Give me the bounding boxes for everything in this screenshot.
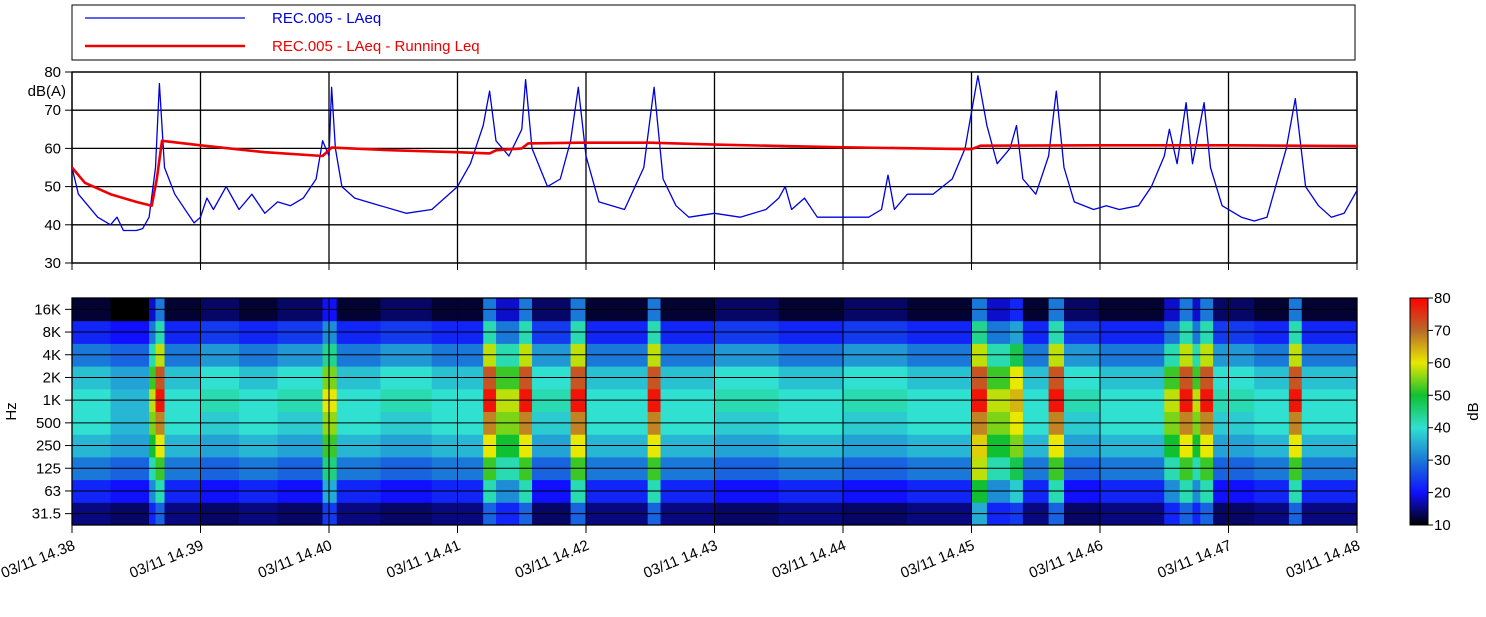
y-tick-label: 500: [36, 415, 61, 432]
colorbar-label: dB: [1465, 402, 1482, 420]
colorbar-tick-label: 60: [1434, 355, 1451, 372]
y-tick-label: 60: [44, 140, 61, 157]
legend-label: REC.005 - LAeq: [272, 10, 381, 27]
x-tick-label: 03/11 14.42: [513, 537, 592, 582]
x-tick-label: 03/11 14.39: [127, 537, 206, 582]
colorbar-tick-label: 80: [1434, 290, 1451, 307]
colorbar: [1409, 297, 1429, 526]
y-tick-label: 1K: [43, 392, 61, 409]
y-tick-label: 70: [44, 102, 61, 119]
x-tick-label: 03/11 14.41: [384, 537, 463, 582]
x-tick-label: 03/11 14.44: [770, 537, 849, 582]
y-tick-label: 4K: [43, 347, 61, 364]
legend-label: REC.005 - LAeq - Running Leq: [272, 38, 480, 55]
line-series: [72, 139, 1357, 207]
y-tick-label: 40: [44, 217, 61, 234]
series-group: [72, 75, 1357, 232]
y-tick-label: 63: [44, 483, 61, 500]
plot-frame: [71, 297, 1358, 526]
y-tick-label: 30: [44, 255, 61, 272]
colorbar-tick-label: 40: [1434, 420, 1451, 437]
legend-box: [71, 4, 1356, 61]
x-tick-label: 03/11 14.40: [256, 537, 335, 582]
x-tick-label: 03/11 14.38: [0, 537, 77, 582]
line-series: [72, 75, 1357, 232]
y-axis-label: dB(A): [28, 83, 66, 100]
y-tick-label: 8K: [43, 324, 61, 341]
y-tick-label: 2K: [43, 369, 61, 386]
x-tick-label: 03/11 14.45: [898, 537, 977, 582]
x-tick-label: 03/11 14.48: [1284, 537, 1363, 582]
colorbar-tick-label: 20: [1434, 485, 1451, 502]
colorbar-tick-label: 70: [1434, 322, 1451, 339]
y-tick-label: 16K: [34, 301, 61, 318]
y-tick-label: 80: [44, 64, 61, 81]
y-tick-label: 50: [44, 179, 61, 196]
y-tick-label: 31.5: [32, 506, 61, 523]
x-tick-label: 03/11 14.43: [641, 537, 720, 582]
colorbar-tick-label: 10: [1434, 517, 1451, 534]
y-tick-label: 125: [36, 460, 61, 477]
colorbar-tick-label: 50: [1434, 387, 1451, 404]
colorbar-tick-label: 30: [1434, 452, 1451, 469]
x-tick-label: 03/11 14.46: [1027, 537, 1106, 582]
x-tick-label: 03/11 14.47: [1155, 537, 1234, 582]
y-tick-label: 250: [36, 438, 61, 455]
y-axis-label: Hz: [3, 402, 20, 420]
